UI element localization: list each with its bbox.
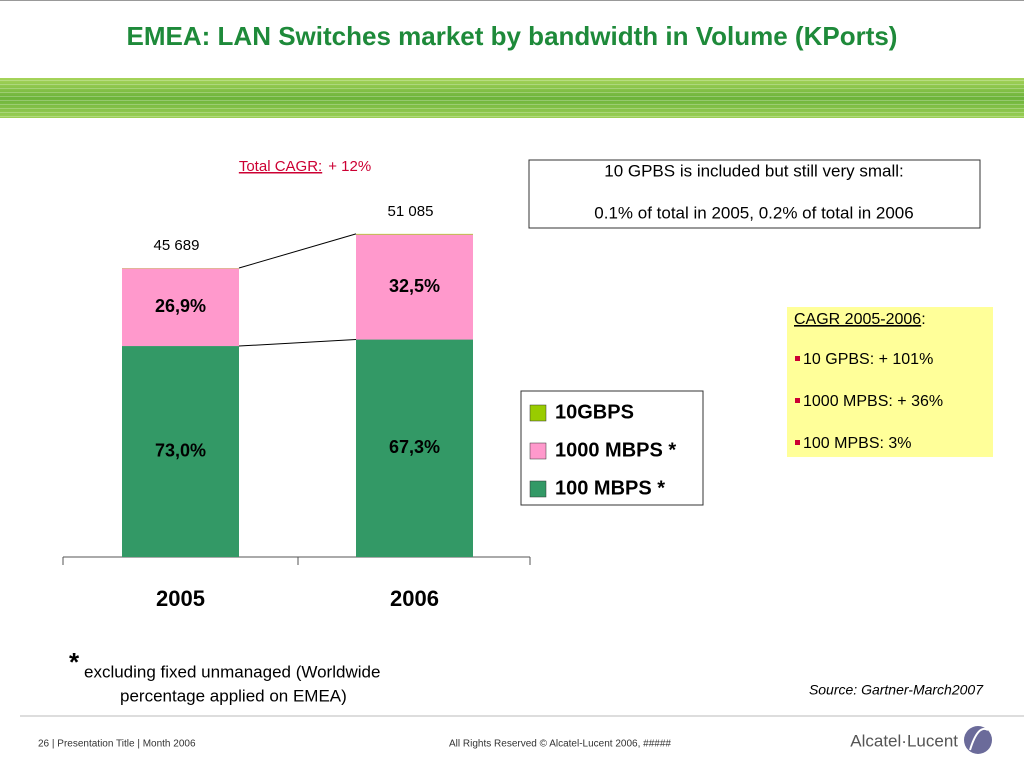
segment-label: 32,5% bbox=[389, 276, 440, 296]
legend bbox=[520, 390, 704, 506]
cagr-box bbox=[787, 307, 993, 457]
footnote-line: percentage applied on EMEA) bbox=[120, 686, 347, 705]
cagr-item: 10 GPBS: + 101% bbox=[803, 351, 933, 368]
legend-label: 100 MBPS * bbox=[555, 477, 665, 499]
footer-center: All Rights Reserved © Alcatel-Lucent 200… bbox=[449, 739, 671, 750]
legend-label: 1000 MBPS * bbox=[555, 439, 676, 461]
segment-label: 26,9% bbox=[155, 296, 206, 316]
bar-segment bbox=[356, 234, 473, 340]
footnote-marker: * bbox=[69, 647, 80, 677]
legend-label: 10GBPS bbox=[555, 401, 634, 423]
cagr-box-title: CAGR 2005-2006: bbox=[794, 311, 926, 328]
cagr-item: 1000 MPBS: + 36% bbox=[803, 393, 943, 410]
total-label: 51 085 bbox=[388, 203, 434, 220]
logo-swoosh bbox=[969, 728, 989, 751]
legend-swatch bbox=[529, 480, 547, 498]
segment-label: 73,0% bbox=[155, 440, 206, 460]
bar-segment bbox=[356, 339, 473, 557]
connector bbox=[238, 233, 357, 269]
bullet bbox=[795, 356, 800, 361]
footnote-line: excluding fixed unmanaged (Worldwide bbox=[84, 662, 380, 681]
total-cagr-label: Total CAGR: bbox=[239, 158, 322, 175]
note-line: 10 GPBS is included but still very small… bbox=[604, 161, 904, 180]
bullet bbox=[795, 440, 800, 445]
cagr-item: 100 MPBS: 3% bbox=[803, 435, 912, 452]
note-line: 0.1% of total in 2005, 0.2% of total in … bbox=[594, 203, 913, 222]
slide-title: EMEA: LAN Switches market by bandwidth i… bbox=[127, 21, 898, 51]
total-cagr-value: + 12% bbox=[328, 158, 371, 175]
bullet bbox=[795, 398, 800, 403]
x-tick-label: 2006 bbox=[390, 586, 439, 611]
bar-segment bbox=[122, 346, 239, 557]
cagr-colon: : bbox=[921, 311, 925, 328]
total-cagr: Total CAGR: + 12% bbox=[239, 158, 371, 175]
legend-swatch bbox=[529, 404, 547, 422]
header-band-stripes bbox=[0, 78, 1024, 118]
note-box bbox=[528, 159, 981, 229]
cagr-title: CAGR 2005-2006 bbox=[794, 311, 921, 328]
segment-label: 67,3% bbox=[389, 437, 440, 457]
connector bbox=[238, 339, 357, 347]
bar-segment bbox=[122, 268, 239, 347]
x-tick-label: 2005 bbox=[156, 586, 205, 611]
legend-swatch bbox=[529, 442, 547, 460]
total-label: 45 689 bbox=[154, 237, 200, 254]
logo-text: Alcatel·Lucent bbox=[850, 731, 958, 750]
source: Source: Gartner-March2007 bbox=[809, 682, 984, 698]
bar-segment bbox=[356, 233, 473, 235]
footer-left: 26 | Presentation Title | Month 2006 bbox=[38, 739, 196, 750]
